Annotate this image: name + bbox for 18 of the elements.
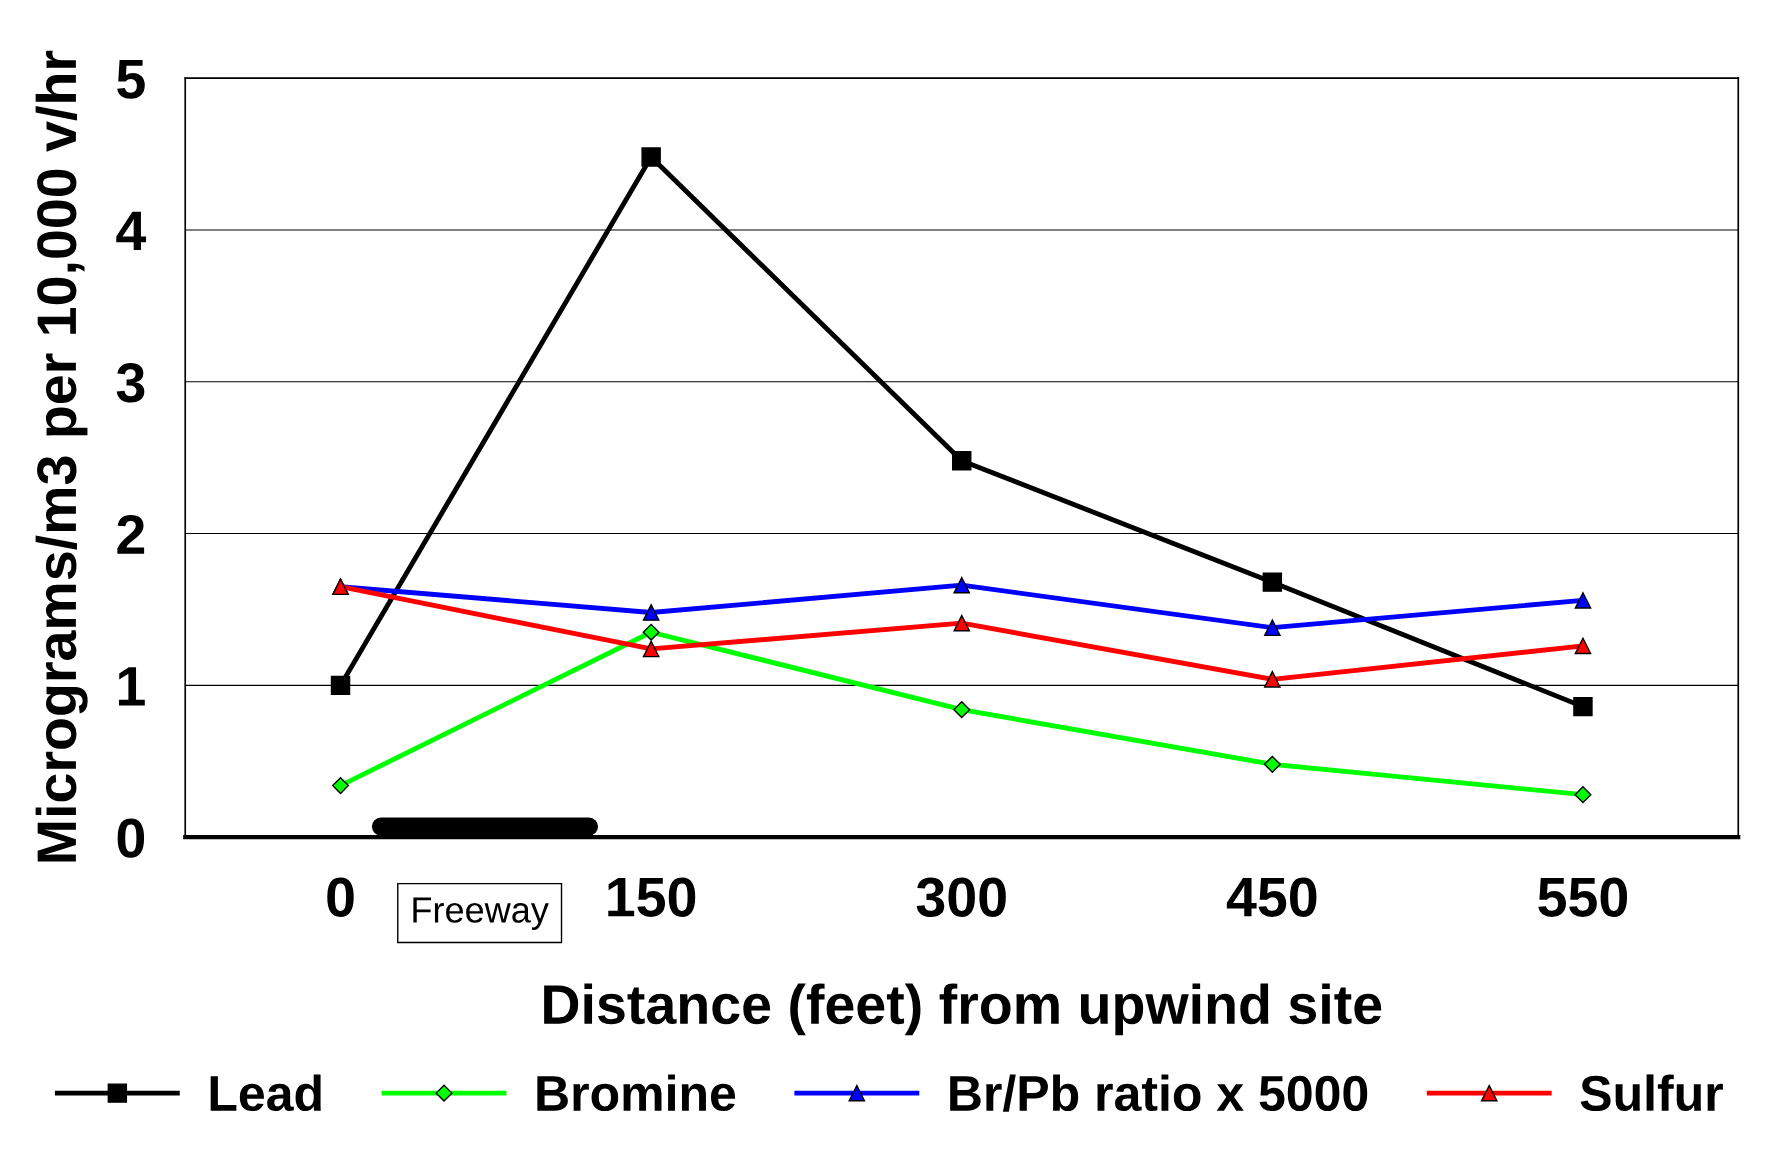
y-tick-label: 4 xyxy=(116,211,147,251)
x-tick-label: 450 xyxy=(1226,877,1317,917)
y-tick-label: 3 xyxy=(116,363,145,403)
y-tick-label: 0 xyxy=(117,818,145,858)
x-tick-label: 300 xyxy=(916,877,1006,917)
x-tick-label: 0 xyxy=(327,877,354,917)
y-tick-label: 1 xyxy=(118,667,145,706)
y-tick-label: 2 xyxy=(117,514,145,554)
y-tick-label: 5 xyxy=(117,60,145,99)
x-tick-label: 150 xyxy=(608,877,696,917)
x-axis-title: Distance (feet) from upwind site xyxy=(544,983,1382,1036)
legend-label: Br/Pb ratio x 5000 xyxy=(950,1074,1368,1112)
legend-label: Sulfur xyxy=(1580,1074,1723,1112)
x-tick-label: 550 xyxy=(1538,877,1628,917)
legend-label: Lead xyxy=(210,1074,321,1112)
y-axis-title: Micrograms/m3 per 10,000 v/hr xyxy=(35,50,88,862)
legend-label: Bromine xyxy=(537,1074,736,1112)
text: Freeway xyxy=(413,897,549,930)
